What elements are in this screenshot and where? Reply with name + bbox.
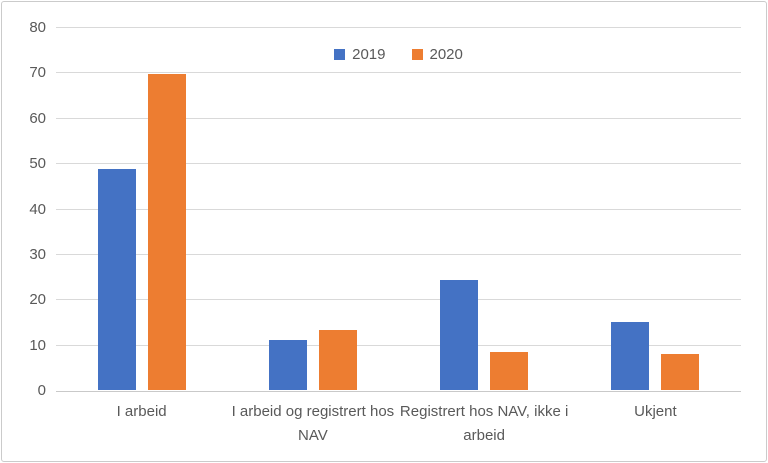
gridline-y-60	[56, 117, 741, 119]
bar-2019-category-1	[97, 168, 136, 390]
bar-2019-category-2	[268, 340, 307, 390]
gridline-y-80	[56, 27, 741, 28]
category-label-3: Registrert hos NAV, ikke i arbeid	[399, 403, 569, 444]
y-tick-label-20: 20	[29, 291, 46, 309]
legend-item-2020: 2020	[411, 46, 463, 63]
y-tick-label-50: 50	[29, 155, 46, 173]
gridline-y-50	[56, 163, 741, 165]
plot-area	[56, 27, 741, 392]
x-axis-line	[56, 391, 741, 392]
category-label-2: I arbeid og registrert hos NAV	[231, 403, 395, 444]
bar-2020-category-3	[490, 351, 529, 390]
legend: 2019 2020	[56, 47, 741, 62]
category-label-4: Ukjent	[634, 403, 677, 420]
gridline-y-20	[56, 299, 741, 301]
bar-2019-category-3	[440, 280, 479, 390]
bar-2020-category-4	[661, 353, 700, 390]
y-tick-label-60: 60	[29, 109, 46, 127]
y-tick-label-80: 80	[29, 19, 46, 36]
bar-2019-category-4	[611, 322, 650, 390]
legend-label: 2020	[429, 46, 463, 63]
legend-item-2019: 2019	[334, 46, 386, 63]
gridline-y-40	[56, 208, 741, 210]
category-label-1: I arbeid	[116, 403, 167, 420]
y-axis-tick-labels: 0 10 20 30 40 50 60 70 80	[2, 2, 46, 461]
y-tick-label-70: 70	[29, 64, 46, 82]
y-tick-label-0: 0	[37, 382, 46, 399]
gridline-y-10	[56, 344, 741, 346]
legend-label: 2019	[352, 46, 386, 63]
gridline-y-70	[56, 72, 741, 74]
x-axis-category-labels: I arbeid I arbeid og registrert hos NAV Re…	[56, 400, 741, 448]
legend-swatch-icon	[334, 49, 346, 60]
y-tick-label-40: 40	[29, 200, 46, 218]
bar-2020-category-1	[147, 74, 186, 390]
legend-swatch-icon	[411, 49, 423, 60]
y-tick-label-10: 10	[29, 336, 46, 354]
gridline-y-30	[56, 253, 741, 255]
y-tick-label-30: 30	[29, 245, 46, 263]
bar-2020-category-2	[318, 329, 357, 390]
